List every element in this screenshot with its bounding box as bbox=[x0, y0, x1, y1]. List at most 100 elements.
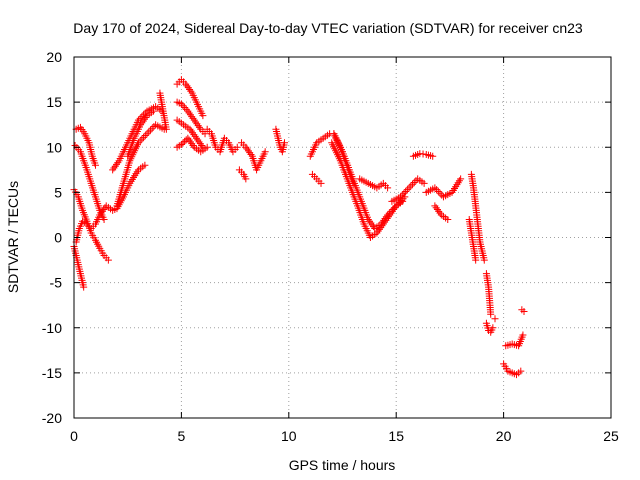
data-point bbox=[409, 180, 417, 188]
data-point bbox=[188, 113, 196, 121]
x-tick-label: 0 bbox=[70, 428, 78, 444]
data-point bbox=[405, 184, 413, 192]
y-tick-label: 15 bbox=[46, 94, 62, 110]
data-point bbox=[140, 115, 148, 123]
data-point bbox=[489, 324, 497, 332]
data-point bbox=[134, 139, 142, 147]
data-point bbox=[100, 206, 108, 214]
data-point bbox=[396, 198, 404, 206]
data-point bbox=[190, 131, 198, 139]
data-point bbox=[433, 206, 441, 214]
data-point bbox=[189, 129, 197, 137]
data-point bbox=[384, 211, 392, 219]
ticks-layer: 0 5 10 15 20 25 -20 -15 -10 -5 0 5 10 15 20 bbox=[42, 49, 619, 444]
data-point bbox=[184, 134, 192, 142]
data-point bbox=[141, 132, 149, 140]
data-point bbox=[190, 116, 198, 124]
series-track-25 bbox=[409, 150, 437, 160]
series-track-1 bbox=[70, 243, 88, 291]
series-track-32 bbox=[491, 315, 499, 323]
data-point bbox=[193, 120, 201, 128]
data-point bbox=[242, 175, 250, 183]
series-track-22 bbox=[330, 130, 409, 232]
data-point bbox=[113, 160, 121, 168]
series-track-3 bbox=[71, 141, 108, 223]
series-track-34 bbox=[502, 331, 527, 350]
x-tick-label: 5 bbox=[178, 428, 186, 444]
series-track-27 bbox=[431, 202, 452, 223]
data-point bbox=[261, 148, 269, 156]
data-point bbox=[98, 207, 106, 215]
data-point bbox=[189, 141, 197, 149]
data-point bbox=[177, 100, 185, 108]
data-point bbox=[517, 367, 525, 375]
data-point bbox=[378, 218, 386, 226]
data-point bbox=[431, 184, 439, 192]
series-track-15 bbox=[203, 125, 241, 156]
data-point bbox=[187, 127, 195, 135]
data-point bbox=[438, 191, 446, 199]
data-point bbox=[201, 130, 209, 138]
series-track-2 bbox=[70, 186, 112, 264]
data-point bbox=[392, 202, 400, 210]
data-point bbox=[199, 112, 207, 120]
y-tick-label: -5 bbox=[50, 275, 63, 291]
data-point bbox=[182, 80, 190, 88]
data-point bbox=[436, 189, 444, 197]
series-track-24 bbox=[388, 175, 428, 205]
data-point bbox=[137, 121, 145, 129]
data-point bbox=[366, 217, 374, 225]
data-point bbox=[400, 189, 408, 197]
data-point bbox=[519, 331, 527, 339]
chart-title: Day 170 of 2024, Sidereal Day-to-day VTE… bbox=[73, 20, 583, 36]
data-point bbox=[110, 164, 118, 172]
data-point bbox=[181, 104, 189, 112]
data-point bbox=[242, 143, 250, 151]
data-point bbox=[162, 125, 170, 133]
data-point bbox=[185, 136, 193, 144]
data-point bbox=[195, 138, 203, 146]
series-track-19 bbox=[308, 170, 325, 187]
y-axis-label: SDTVAR / TECUs bbox=[5, 181, 21, 293]
data-point bbox=[203, 143, 211, 151]
data-point bbox=[188, 140, 196, 148]
data-point bbox=[189, 114, 197, 122]
data-point bbox=[198, 141, 206, 149]
data-point bbox=[179, 102, 187, 110]
data-point bbox=[182, 105, 190, 113]
y-tick-label: -15 bbox=[42, 365, 62, 381]
data-point bbox=[104, 256, 112, 264]
data-points-layer bbox=[70, 76, 528, 379]
data-point bbox=[186, 125, 194, 133]
data-point bbox=[195, 123, 203, 131]
data-point bbox=[281, 139, 289, 147]
data-point bbox=[420, 179, 428, 187]
series-track-13 bbox=[173, 116, 207, 151]
data-point bbox=[398, 191, 406, 199]
data-point bbox=[139, 117, 147, 125]
data-point bbox=[444, 215, 452, 223]
data-point bbox=[436, 209, 444, 217]
data-point bbox=[382, 213, 390, 221]
data-point bbox=[396, 193, 404, 201]
data-point bbox=[389, 206, 397, 214]
data-point bbox=[407, 182, 415, 190]
data-point bbox=[367, 219, 375, 227]
data-point bbox=[142, 113, 150, 121]
data-point bbox=[192, 118, 200, 126]
data-point bbox=[364, 215, 372, 223]
x-tick-label: 10 bbox=[281, 428, 297, 444]
data-point bbox=[185, 109, 193, 117]
data-point bbox=[247, 150, 255, 158]
data-point bbox=[491, 315, 499, 323]
data-point bbox=[487, 310, 495, 318]
series-track-23 bbox=[356, 175, 392, 192]
data-point bbox=[100, 215, 108, 223]
series-track-30 bbox=[482, 270, 495, 318]
data-point bbox=[141, 161, 149, 169]
data-point bbox=[149, 107, 157, 115]
data-point bbox=[138, 135, 146, 143]
data-point bbox=[114, 159, 122, 167]
data-point bbox=[480, 256, 488, 264]
